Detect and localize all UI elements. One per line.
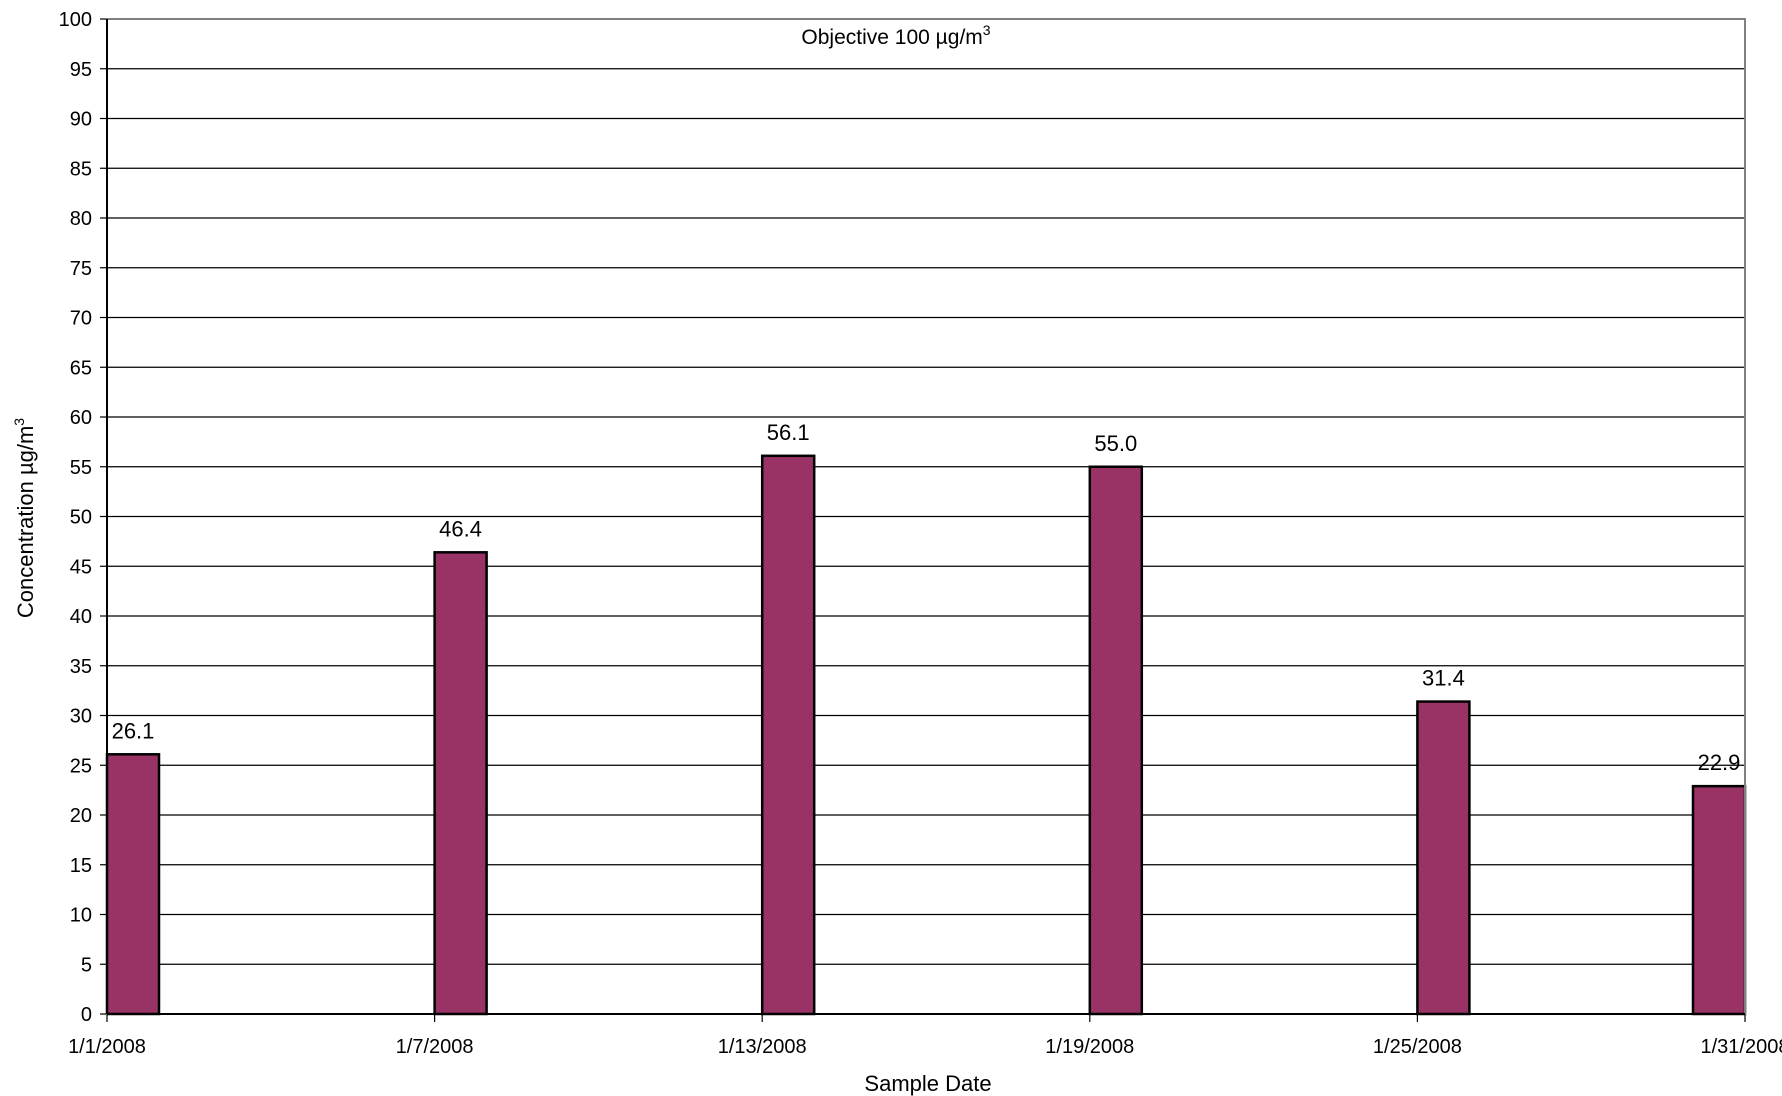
y-tick-label: 35 (70, 656, 92, 678)
y-tick-label: 20 (70, 805, 92, 827)
y-tick-label: 10 (70, 905, 92, 927)
data-labels: 26.1 46.4 56.1 55.0 31.4 22.9 (112, 420, 1741, 775)
x-tick-label: 1/31/2008 (1701, 1036, 1782, 1058)
x-axis-title: Sample Date (864, 1071, 991, 1096)
bars (105, 454, 1747, 1016)
y-tick-label: 25 (70, 755, 92, 777)
y-tick-label: 80 (70, 208, 92, 230)
x-tick-label: 1/1/2008 (68, 1036, 146, 1058)
data-label: 31.4 (1422, 666, 1465, 691)
gridlines (100, 18, 1745, 1015)
y-tick-label: 100 (59, 9, 92, 31)
y-tick-label: 30 (70, 706, 92, 728)
y-tick-label: 15 (70, 855, 92, 877)
y-tick-label: 95 (70, 59, 92, 81)
bar (1088, 465, 1144, 1016)
y-tick-label: 50 (70, 507, 92, 529)
bar (760, 454, 816, 1016)
y-tick-label: 0 (81, 1004, 92, 1026)
data-label: 22.9 (1698, 750, 1741, 775)
data-label: 46.4 (439, 516, 482, 541)
x-tick-label: 1/25/2008 (1373, 1036, 1462, 1058)
y-tick-label: 70 (70, 308, 92, 330)
x-tick-label: 1/13/2008 (718, 1036, 807, 1058)
y-tick-label: 60 (70, 407, 92, 429)
x-tick-label: 1/7/2008 (396, 1036, 474, 1058)
y-tick-labels: 0 5 10 15 20 25 30 35 40 45 50 55 60 65 70 75 80 85 90 95 10… (59, 9, 92, 1026)
y-tick-label: 45 (70, 556, 92, 578)
data-label: 26.1 (112, 718, 155, 743)
data-label: 56.1 (767, 420, 810, 445)
y-axis-title: Concentration µg/m3 (11, 418, 38, 618)
y-tick-label: 85 (70, 158, 92, 180)
bar (433, 551, 488, 1016)
bar (1416, 700, 1471, 1016)
y-tick-label: 55 (70, 457, 92, 479)
y-tick-label: 40 (70, 606, 92, 628)
bar (105, 753, 161, 1016)
y-tick-label: 90 (70, 109, 92, 131)
data-label: 55.0 (1094, 431, 1137, 456)
y-tick-label: 65 (70, 357, 92, 379)
axes (106, 18, 1746, 1022)
objective-annotation: Objective 100 µg/m3 (801, 22, 990, 49)
x-tick-label: 1/19/2008 (1045, 1036, 1134, 1058)
bar (1691, 784, 1747, 1016)
y-tick-label: 75 (70, 258, 92, 280)
x-tick-labels: 1/1/2008 1/7/2008 1/13/2008 1/19/2008 1/25/2… (68, 1036, 1782, 1058)
y-tick-label: 5 (81, 954, 92, 976)
